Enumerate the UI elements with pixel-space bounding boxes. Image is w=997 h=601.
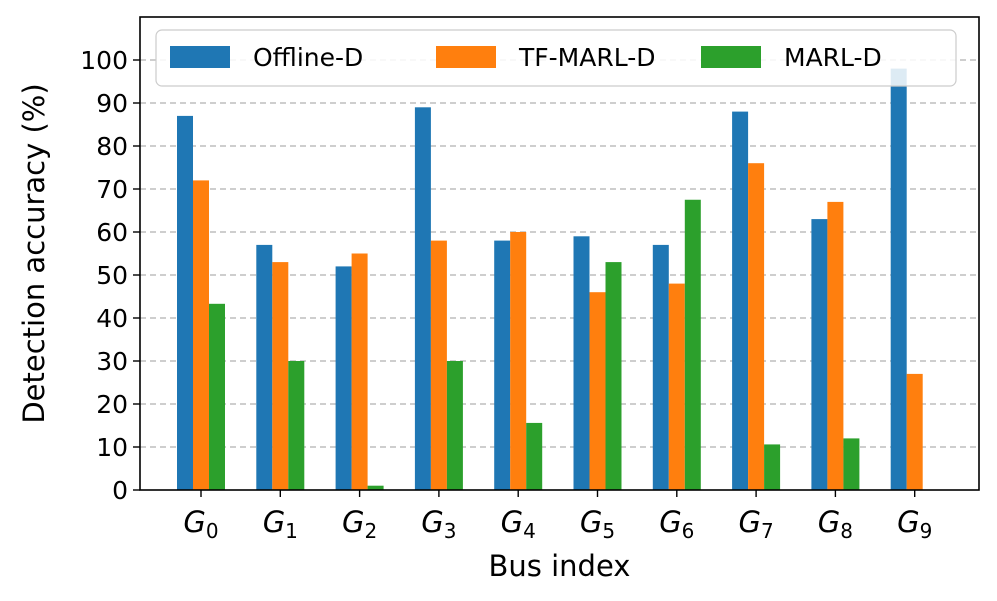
bar-marl-d-5 — [605, 262, 622, 490]
x-tick-label-subscript: 0 — [206, 519, 219, 543]
x-tick-label: G4 — [501, 505, 536, 543]
bars — [177, 68, 923, 491]
x-tick-label-base: G — [580, 505, 602, 539]
x-tick-label: G1 — [263, 505, 298, 543]
bar-marl-d-2 — [367, 485, 384, 490]
bar-offline-d-8 — [811, 219, 828, 490]
x-tick-label-base: G — [183, 505, 205, 539]
y-axis-ticks: 0 10 20 30 40 50 60 70 80 90 100 — [80, 46, 140, 505]
x-tick-label-base: G — [501, 505, 523, 539]
bar-offline-d-6 — [652, 244, 669, 490]
bar-offline-d-4 — [494, 240, 511, 490]
x-tick-label-base: G — [263, 505, 285, 539]
x-tick-label-subscript: 2 — [364, 519, 377, 543]
y-tick-label: 90 — [96, 89, 128, 118]
x-tick-label-base: G — [659, 505, 681, 539]
legend: Offline-D TF-MARL-D MARL-D — [155, 29, 957, 87]
bar-offline-d-3 — [414, 107, 431, 491]
x-tick-label-base: G — [738, 505, 760, 539]
x-tick-label-base: G — [421, 505, 443, 539]
legend-label-offline-d: Offline-D — [253, 43, 363, 72]
x-tick-label-subscript: 4 — [523, 519, 536, 543]
y-tick-label: 100 — [80, 46, 128, 75]
bar-offline-d-7 — [732, 111, 749, 490]
bar-tf-marl-d-2 — [351, 253, 368, 490]
legend-box — [155, 29, 957, 87]
x-tick-label-base: G — [818, 505, 840, 539]
x-tick-label: G0 — [183, 505, 218, 543]
bar-offline-d-0 — [177, 115, 193, 491]
bar-tf-marl-d-8 — [827, 201, 844, 490]
y-tick-label: 70 — [96, 175, 128, 204]
x-tick-label: G2 — [342, 505, 377, 543]
bar-offline-d-1 — [256, 244, 273, 490]
bar-offline-d-9 — [890, 68, 907, 490]
bar-marl-d-0 — [209, 303, 225, 490]
bar-marl-d-1 — [288, 361, 305, 490]
y-tick-label: 80 — [96, 132, 128, 161]
bar-tf-marl-d-4 — [510, 232, 527, 490]
bar-tf-marl-d-5 — [589, 292, 606, 490]
x-tick-label: G8 — [818, 505, 853, 543]
x-tick-label-subscript: 9 — [920, 519, 933, 543]
x-tick-label-subscript: 5 — [602, 519, 615, 543]
bar-offline-d-5 — [573, 236, 590, 490]
x-tick-label: G7 — [738, 505, 773, 543]
legend-label-marl-d: MARL-D — [784, 43, 882, 72]
x-tick-label-subscript: 8 — [840, 519, 853, 543]
x-tick-label-base: G — [897, 505, 919, 539]
x-tick-label: G9 — [897, 505, 932, 543]
x-tick-label-subscript: 1 — [285, 519, 298, 543]
x-tick-label-subscript: 7 — [761, 519, 774, 543]
bar-marl-d-4 — [526, 422, 543, 490]
y-axis-label: Detection accuracy (%) — [17, 83, 51, 423]
y-tick-label: 60 — [96, 218, 128, 247]
bar-tf-marl-d-6 — [668, 283, 685, 490]
x-tick-label-subscript: 3 — [444, 519, 457, 543]
bar-marl-d-7 — [764, 444, 781, 490]
x-tick-label-base: G — [342, 505, 364, 539]
x-tick-label: G6 — [659, 505, 694, 543]
bar-tf-marl-d-0 — [193, 180, 209, 490]
bar-marl-d-3 — [446, 361, 463, 490]
bar-tf-marl-d-1 — [272, 262, 289, 490]
plot-frame — [139, 16, 980, 491]
y-tick-label: 40 — [96, 304, 128, 333]
legend-swatch-offline-d — [170, 46, 230, 68]
x-tick-label: G3 — [421, 505, 456, 543]
bar-tf-marl-d-3 — [430, 240, 447, 490]
bar-marl-d-8 — [843, 438, 860, 490]
bar-tf-marl-d-7 — [748, 163, 765, 490]
bar-offline-d-2 — [335, 266, 352, 490]
bar-tf-marl-d-9 — [906, 373, 923, 490]
legend-swatch-tf-marl-d — [436, 46, 496, 68]
bar-marl-d-6 — [684, 199, 701, 490]
y-tick-label: 30 — [96, 347, 128, 376]
legend-label-tf-marl-d: TF-MARL-D — [518, 43, 655, 72]
x-tick-label-subscript: 6 — [682, 519, 695, 543]
x-axis-label: Bus index — [489, 549, 631, 583]
y-tick-label: 50 — [96, 261, 128, 290]
x-axis-ticks: G0 G1 G2 G3 G4 G5 G6 G7 G8 G9 — [183, 490, 932, 543]
y-tick-label: 20 — [96, 390, 128, 419]
y-tick-label: 0 — [112, 476, 128, 505]
x-tick-label: G5 — [580, 505, 615, 543]
y-tick-label: 10 — [96, 433, 128, 462]
legend-swatch-marl-d — [701, 46, 761, 68]
